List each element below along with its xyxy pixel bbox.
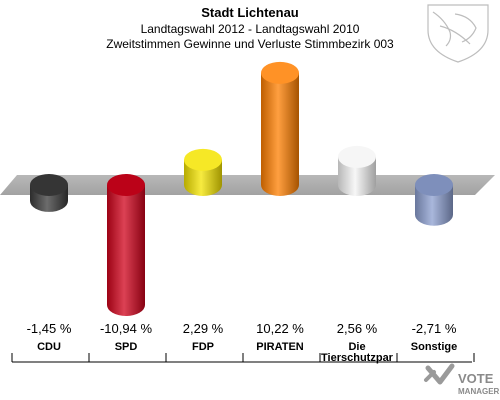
value-label: 2,56 % <box>337 321 378 336</box>
category-label: Sonstige <box>411 341 457 353</box>
value-label: -10,94 % <box>100 321 152 336</box>
value-label: -2,71 % <box>412 321 457 336</box>
bar-fdp <box>184 148 222 196</box>
chart-subtitle-2: Zweitstimmen Gewinne und Verluste Stimmb… <box>106 37 394 51</box>
checkmark-icon <box>424 363 455 385</box>
value-label: 10,22 % <box>256 321 304 336</box>
value-label: -1,45 % <box>27 321 72 336</box>
bar-die-tierschutzpartei <box>338 145 376 196</box>
chart-subtitle: Landtagswahl 2012 - Landtagswahl 2010 <box>141 22 360 36</box>
bar-piraten <box>261 61 299 196</box>
value-labels: -1,45 % -10,94 % 2,29 % 10,22 % 2,56 % -2,71 … <box>27 321 457 336</box>
coat-of-arms-icon <box>427 4 489 63</box>
chart-title: Stadt Lichtenau <box>201 5 299 20</box>
category-axis <box>11 353 475 363</box>
vote-manager-logo: VOTE MANAGER <box>424 363 500 396</box>
category-label: PIRATEN <box>256 341 304 353</box>
value-label: 2,29 % <box>183 321 224 336</box>
category-label: SPD <box>115 341 138 353</box>
logo-text-manager: MANAGER <box>458 387 500 396</box>
bar-cdu <box>30 174 68 212</box>
logo-text-vote: VOTE <box>458 371 494 386</box>
bars-group <box>30 61 453 316</box>
category-label: CDU <box>37 341 61 353</box>
bar-spd <box>107 174 145 316</box>
bar-sonstige <box>415 174 453 226</box>
category-label: Die <box>348 341 365 353</box>
category-label: FDP <box>192 341 214 353</box>
category-label-line2: Tierschutzpar <box>321 352 394 364</box>
